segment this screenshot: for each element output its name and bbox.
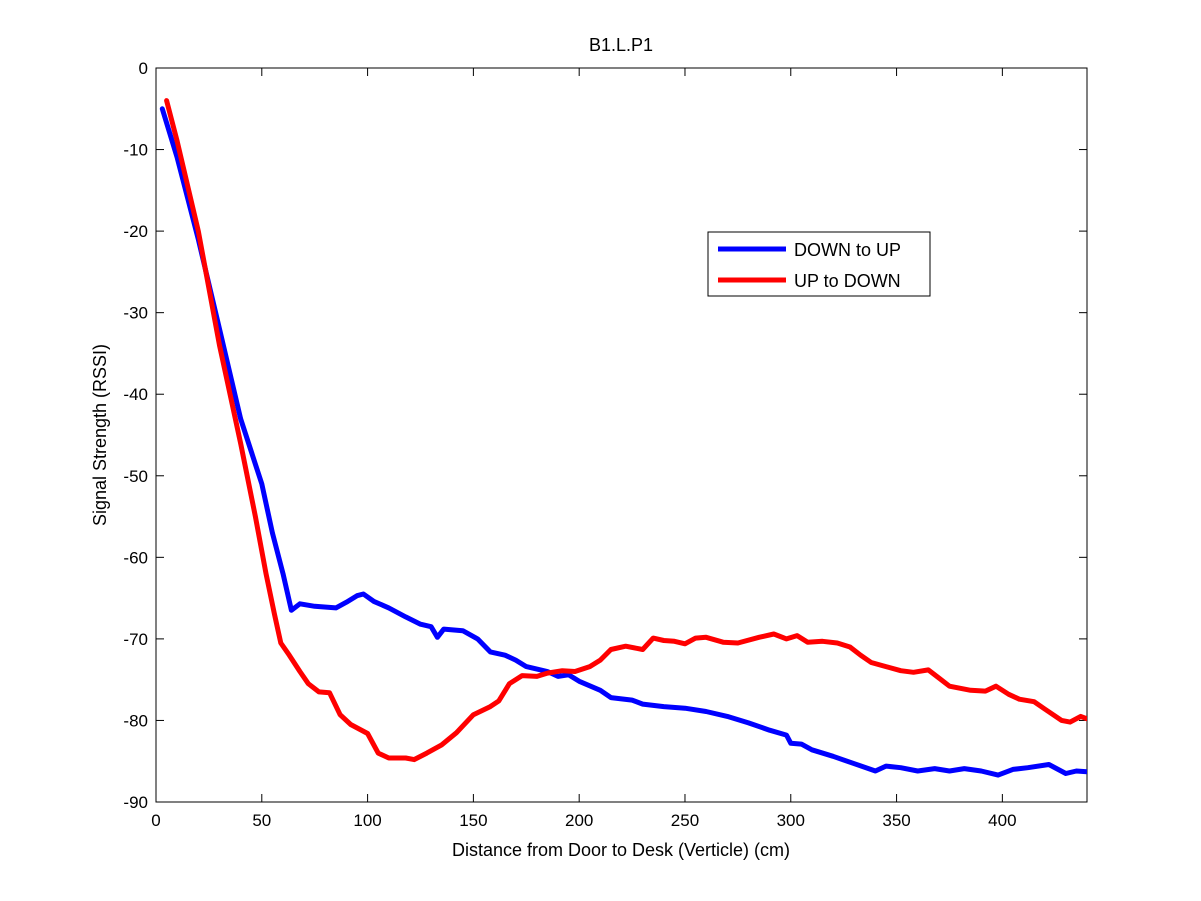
- legend-box: [707, 231, 931, 297]
- x-axis-title: Distance from Door to Desk (Verticle) (c…: [452, 840, 790, 860]
- y-tick-label: -60: [123, 548, 148, 567]
- x-tick-label: 400: [988, 811, 1016, 830]
- x-tick-label: 350: [882, 811, 910, 830]
- y-axis-title: Signal Strength (RSSI): [90, 344, 110, 526]
- series-line-up-to-down: [164, 98, 1087, 763]
- y-tick-label: -80: [123, 711, 148, 730]
- x-tick-label: 150: [459, 811, 487, 830]
- y-tick-label: 0: [139, 59, 148, 78]
- x-tick-label: 50: [252, 811, 271, 830]
- plot-area: 0 50 100 150 200 250 300 350 400 0 -10 -20 -30 -40 -50…: [123, 59, 1088, 830]
- y-tick-label: -30: [123, 304, 148, 323]
- y-tick-label: -10: [123, 141, 148, 160]
- plot-frame: [155, 67, 1088, 803]
- y-tick-label: -20: [123, 222, 148, 241]
- x-tick-label: 250: [671, 811, 699, 830]
- series-line-down-to-up: [159, 106, 1087, 778]
- chart-title: B1.L.P1: [589, 35, 653, 55]
- x-tick-label: 0: [151, 811, 160, 830]
- legend-label: DOWN to UP: [794, 240, 901, 260]
- x-tick-label: 200: [565, 811, 593, 830]
- x-tick-label: 300: [777, 811, 805, 830]
- y-tick-label: -50: [123, 467, 148, 486]
- y-tick-label: -90: [123, 793, 148, 812]
- y-tick-label: -40: [123, 385, 148, 404]
- x-tick-label: 100: [353, 811, 381, 830]
- y-tick-label: -70: [123, 630, 148, 649]
- legend-label: UP to DOWN: [794, 271, 901, 291]
